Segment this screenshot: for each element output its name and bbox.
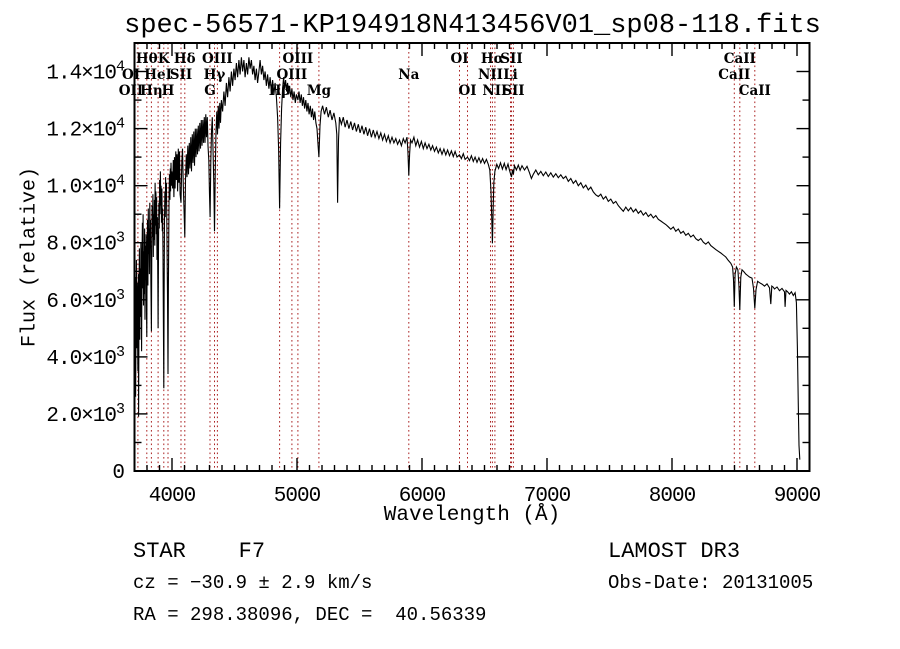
y-tick-label: 4.0×103 xyxy=(46,344,125,371)
coordinates-label: RA = 298.38096, DEC = 40.56339 xyxy=(133,604,487,626)
radial-velocity-label: cz = −30.9 ± 2.9 km/s xyxy=(133,572,373,594)
x-tick-label: 6000 xyxy=(399,485,446,508)
spectrum-line xyxy=(133,57,801,460)
y-axis-title: Flux (relative) xyxy=(18,166,42,348)
spectral-line-label: OIII xyxy=(277,67,308,83)
spectral-line-label: SII xyxy=(500,51,522,67)
x-tick-label: 8000 xyxy=(649,485,696,508)
spectral-line-label: OIII xyxy=(202,51,233,67)
spectral-line-label: Hδ xyxy=(174,51,196,67)
spectral-line-label: G xyxy=(204,83,216,99)
x-tick-label: 4000 xyxy=(149,485,196,508)
y-tick-label: 8.0×103 xyxy=(46,230,125,257)
spectral-line-label: CaII xyxy=(718,67,750,83)
spectral-line-label: HeI xyxy=(144,67,172,83)
x-tick-label: 9000 xyxy=(774,485,821,508)
spectral-line-label: CaII xyxy=(724,51,756,67)
spectral-line-label: Li xyxy=(503,67,518,83)
plot-frame xyxy=(133,42,811,472)
x-tick-label: 7000 xyxy=(524,485,571,508)
object-class-label: STAR F7 xyxy=(133,539,266,564)
x-tick-label: 5000 xyxy=(274,485,321,508)
spectral-line-label: Hα xyxy=(481,51,505,67)
spectral-line-label: Mg xyxy=(307,83,332,99)
spectral-line-label: NII xyxy=(478,67,503,83)
spectral-line-label: SII xyxy=(170,67,192,83)
spectral-line-label: K xyxy=(158,51,171,67)
spectral-line-label: Hθ xyxy=(136,51,158,67)
spectral-line-label: OI xyxy=(122,67,140,83)
spectral-line-label: Na xyxy=(398,67,419,83)
plot-title: spec-56571-KP194918N413456V01_sp08-118.f… xyxy=(124,11,821,41)
y-tick-label: 0 xyxy=(112,462,124,485)
y-tick-label: 1.0×104 xyxy=(46,173,125,200)
y-tick-label: 1.2×104 xyxy=(46,116,125,143)
spectral-line-label: OI xyxy=(458,83,476,99)
spectral-line-label: OI xyxy=(450,51,468,67)
y-tick-label: 6.0×103 xyxy=(46,287,125,314)
y-tick-label: 1.4×104 xyxy=(46,59,125,86)
spectral-line-label: H xyxy=(162,83,175,99)
spectral-line-label: Hγ xyxy=(204,67,226,83)
spectral-line-label: OII xyxy=(119,83,143,99)
spectral-line-label: CaII xyxy=(739,83,771,99)
spectral-line-label: SII xyxy=(502,83,524,99)
y-tick-label: 2.0×103 xyxy=(46,401,125,428)
x-axis-title: Wavelength (Å) xyxy=(383,504,561,527)
spectral-line-label: NII xyxy=(482,83,507,99)
survey-label: LAMOST DR3 xyxy=(608,539,741,564)
spectral-line-label: OIII xyxy=(283,51,314,67)
spectral-line-label: Hη xyxy=(140,83,163,99)
obs-date-label: Obs-Date: 20131005 xyxy=(608,572,814,594)
